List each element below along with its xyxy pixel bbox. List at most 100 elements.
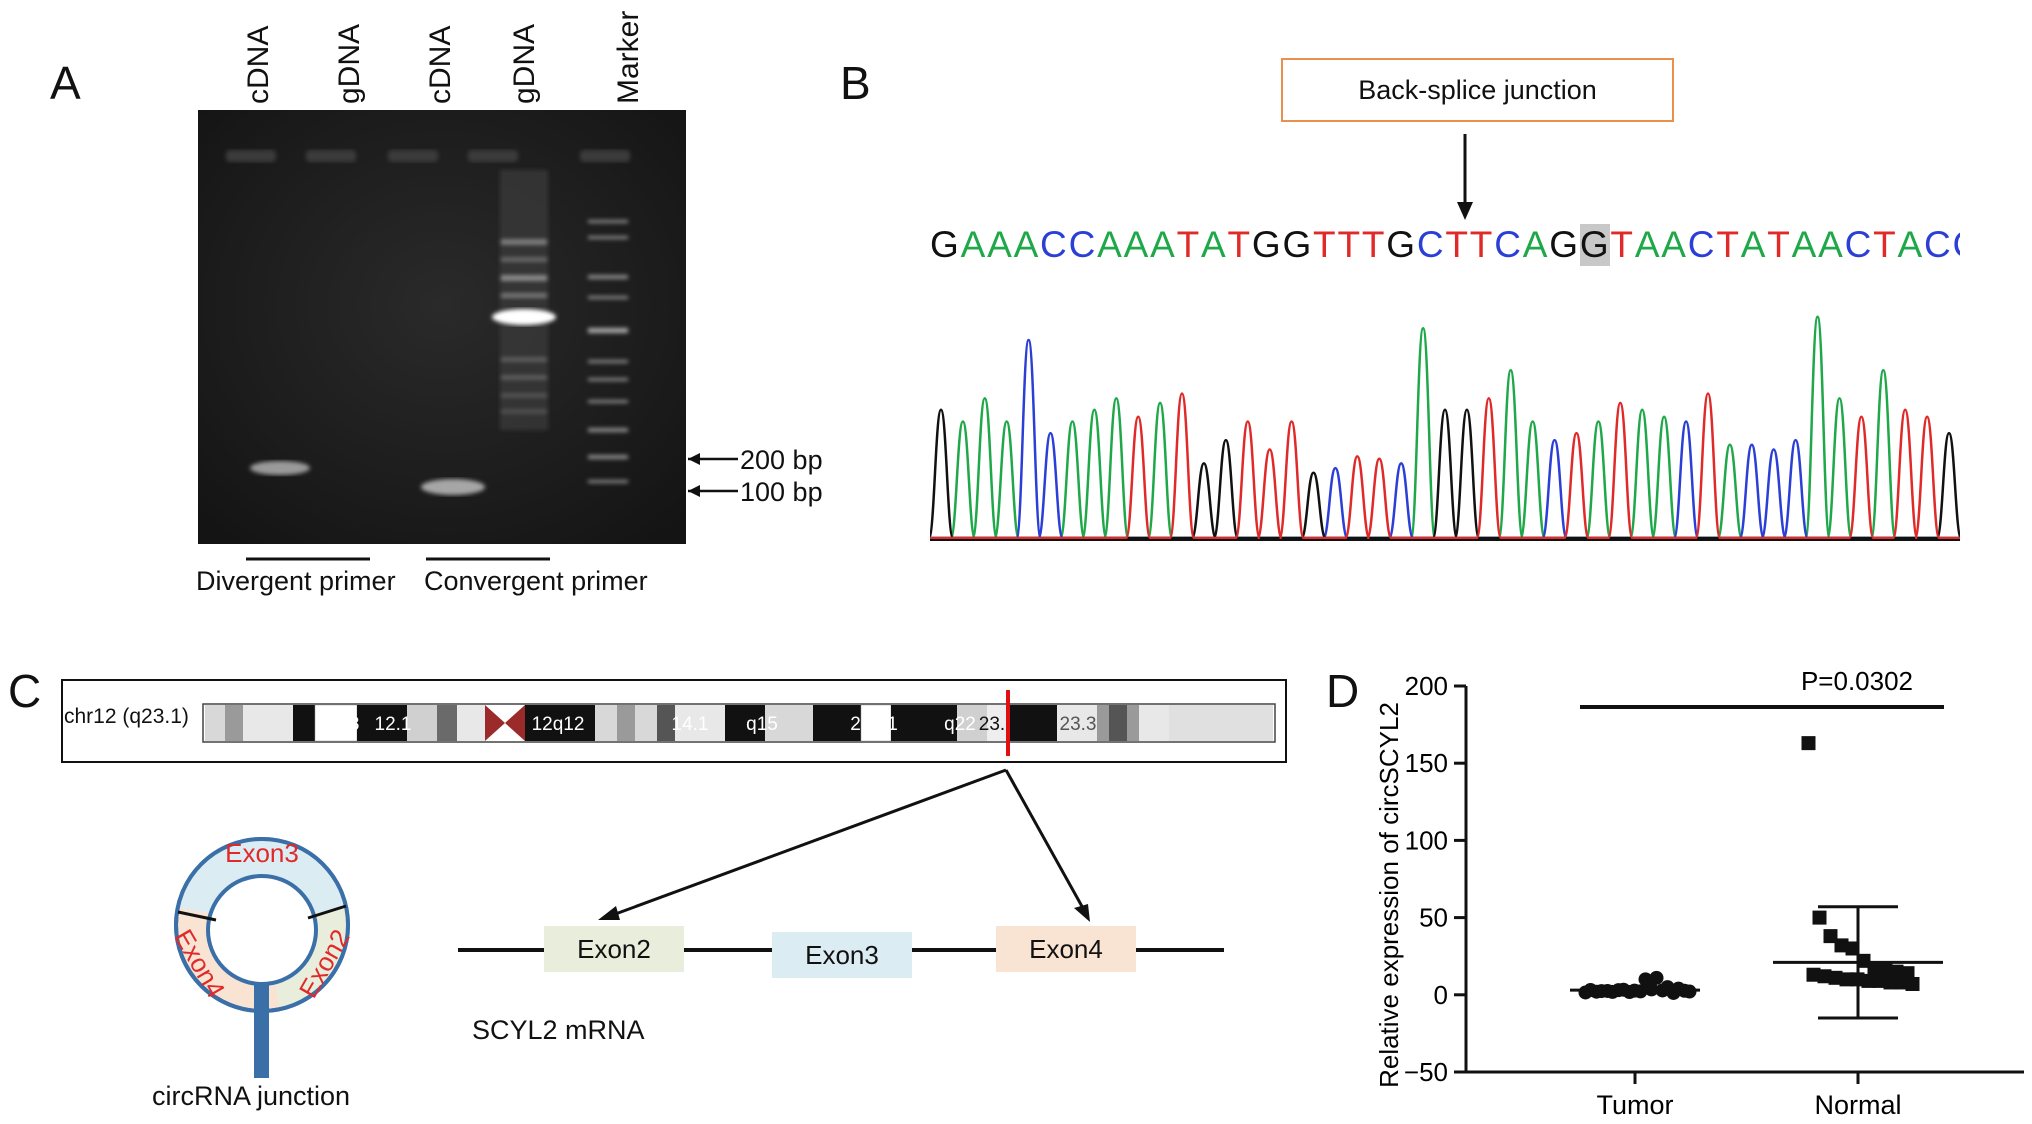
circ-exon3-label: Exon3 (225, 838, 299, 868)
band-label-7: q22 (944, 714, 976, 735)
size-100bp: 100 bp (740, 477, 823, 507)
band-label-3: 12q12 (532, 714, 585, 735)
sequence-base: A (1634, 224, 1662, 265)
sequence-base: T (1873, 224, 1898, 265)
lane-label-3: cDNA (424, 25, 457, 104)
x-tick-label-normal: Normal (1814, 1090, 1901, 1120)
tumor-point (1638, 972, 1653, 987)
sequence-base: T (1337, 224, 1362, 265)
sequence-base: C (1953, 224, 1960, 266)
normal-point (1889, 964, 1904, 979)
sequence-base: T (1361, 224, 1387, 265)
sanger-chromatogram (930, 315, 1960, 541)
group-underlines (246, 557, 550, 561)
normal-point (1828, 970, 1843, 985)
y-tick-label: 0 (1434, 980, 1448, 1010)
sequence-base: A (1791, 224, 1819, 265)
sequence-base: A (987, 224, 1014, 265)
sequence-base: A (1123, 224, 1151, 265)
sequence-base: T (1445, 224, 1470, 265)
locus-arrows (598, 768, 1090, 922)
gel-image (198, 110, 686, 544)
normal-point (1801, 736, 1816, 751)
x-tick-label-tumor: Tumor (1596, 1090, 1673, 1120)
normal-point (1823, 929, 1838, 944)
panel-c-letter: C (8, 665, 42, 717)
mrna-exon2 (544, 926, 684, 972)
sequence-base: G (930, 224, 961, 265)
normal-point (1861, 973, 1876, 988)
sequence-base: C (1494, 224, 1523, 265)
mrna-exon3-label: Exon3 (805, 940, 879, 970)
sequence-base: A (1818, 224, 1845, 265)
expression-scatter-chart: Relative expression of circSCYL2 P=0.030… (1374, 666, 2024, 1120)
sequence-base: A (1897, 224, 1924, 265)
sequence-base: C (1844, 224, 1874, 265)
sequence-base: T (1716, 224, 1741, 265)
y-axis-label: Relative expression of circSCYL2 (1374, 702, 1404, 1088)
normal-point (1883, 975, 1898, 990)
normal-point (1806, 967, 1821, 982)
group-divergent: Divergent primer (196, 566, 396, 596)
mrna-exon4-label: Exon4 (1029, 934, 1103, 964)
normal-point (1856, 953, 1871, 968)
normal-point (1839, 972, 1854, 987)
sequence-base: A (1013, 224, 1041, 265)
sequence-base: A (1150, 224, 1177, 265)
normal-point (1812, 910, 1827, 925)
normal-point (1817, 969, 1832, 984)
sequence-base: C (1924, 224, 1953, 265)
y-tick-label: 200 (1405, 671, 1448, 701)
sequence-base: A (1661, 224, 1688, 265)
back-splice-label: Back-splice junction (1358, 74, 1597, 105)
normal-point (1872, 973, 1887, 988)
panel-b-letter: B (840, 57, 871, 109)
mrna-exon4 (996, 926, 1136, 972)
back-splice-callout: Back-splice junction (1281, 58, 1674, 122)
band-label-6: 21.31 (850, 714, 898, 735)
sequence-base: G (1549, 224, 1580, 265)
normal-point (1834, 938, 1849, 953)
junction-base: G (1579, 224, 1611, 266)
band-label-2: 12.1 (375, 714, 412, 735)
p-value-label: P=0.0302 (1801, 666, 1913, 696)
band-label-1: 12.3 (323, 714, 360, 735)
mrna-caption: SCYL2 mRNA (472, 1015, 645, 1045)
size-arrows (688, 453, 738, 497)
sequence-base: T (1767, 224, 1792, 265)
sequence-base: A (1522, 224, 1550, 265)
sequence-base: C (1068, 224, 1098, 265)
lane-label-5: Marker (612, 10, 645, 104)
normal-point (1845, 941, 1860, 956)
panel-a-letter: A (50, 57, 81, 109)
normal-point (1878, 961, 1893, 976)
sequence-base: C (1040, 224, 1069, 265)
sequence-base: C (1416, 224, 1446, 265)
normal-point (1867, 961, 1882, 976)
sequence-base: T (1227, 224, 1252, 265)
lane-label-2: gDNA (333, 23, 366, 104)
sequence-base: G (1251, 224, 1283, 265)
convergent-cdna-band (421, 479, 485, 495)
sequence-base: T (1610, 224, 1635, 265)
y-tick-label: 150 (1405, 748, 1448, 778)
band-label-4: 14.1 (672, 714, 709, 735)
size-200bp: 200 bp (740, 445, 823, 475)
mrna-exon2-label: Exon2 (577, 934, 651, 964)
band-label-8: 23. (979, 714, 1005, 735)
normal-point (1894, 975, 1909, 990)
chromosome-ideogram: 12.3 12.1 12q12 14.1 q15 21.31 q22 23. 2… (61, 679, 1287, 763)
sequence-base: A (1097, 224, 1124, 265)
band-label-5: q15 (746, 714, 778, 735)
y-tick-label: 100 (1405, 825, 1448, 855)
band-label-9: 23.3 (1060, 714, 1097, 735)
mrna-exon3 (772, 932, 912, 978)
junction-arrow (1457, 134, 1473, 220)
lane-label-1: cDNA (242, 25, 275, 104)
circ-caption: circRNA junction (152, 1081, 351, 1111)
chromosome-label: chr12 (q23.1) (64, 705, 189, 728)
gdna-band (492, 309, 556, 325)
sequence-base: A (1740, 224, 1768, 265)
divergent-cdna-band (250, 461, 310, 475)
